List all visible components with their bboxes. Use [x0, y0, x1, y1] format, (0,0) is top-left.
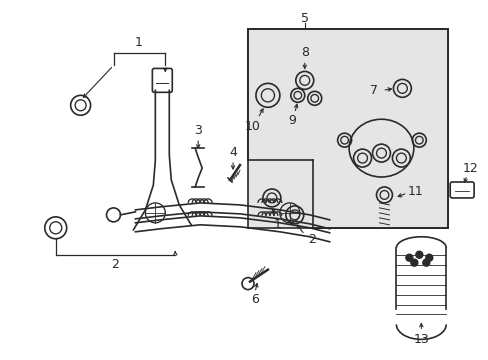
Polygon shape: [247, 28, 447, 228]
Text: 11: 11: [407, 185, 422, 198]
Text: 10: 10: [244, 120, 261, 133]
Circle shape: [410, 259, 417, 266]
Text: 9: 9: [287, 114, 295, 127]
Text: 13: 13: [412, 333, 428, 346]
Circle shape: [415, 251, 422, 258]
Text: 2: 2: [111, 258, 119, 271]
Text: 8: 8: [300, 46, 308, 59]
Circle shape: [405, 254, 412, 261]
Text: 1: 1: [134, 36, 142, 49]
Text: 7: 7: [369, 84, 377, 97]
Text: 3: 3: [194, 124, 202, 137]
Bar: [247, 28, 447, 228]
Circle shape: [425, 254, 432, 261]
Text: 12: 12: [461, 162, 477, 175]
Text: 1: 1: [273, 218, 281, 231]
Circle shape: [422, 259, 429, 266]
Text: 2: 2: [307, 233, 315, 246]
Text: 6: 6: [250, 293, 258, 306]
Text: 5: 5: [300, 12, 308, 25]
Text: 4: 4: [229, 145, 237, 159]
